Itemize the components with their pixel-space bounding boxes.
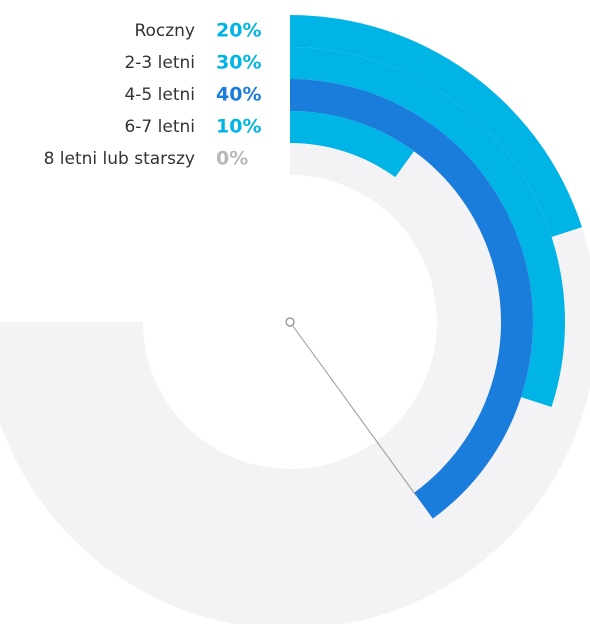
value-label: 0% <box>216 148 248 170</box>
pointer-line <box>289 321 417 497</box>
category-label: 2-3 letni <box>124 53 195 73</box>
ring-bar <box>290 47 565 407</box>
value-label: 20% <box>216 20 261 42</box>
ring-bar <box>290 79 533 519</box>
ring-bar <box>290 15 582 238</box>
category-label: Roczny <box>134 21 195 41</box>
pointer-center <box>285 317 295 327</box>
category-label: 8 letni lub starszy <box>44 149 195 169</box>
ring-bar <box>290 111 415 178</box>
category-label: 6-7 letni <box>124 117 195 137</box>
value-label: 40% <box>216 84 261 106</box>
category-label: 4-5 letni <box>124 85 195 105</box>
value-label: 30% <box>216 52 261 74</box>
value-label: 10% <box>216 116 261 138</box>
